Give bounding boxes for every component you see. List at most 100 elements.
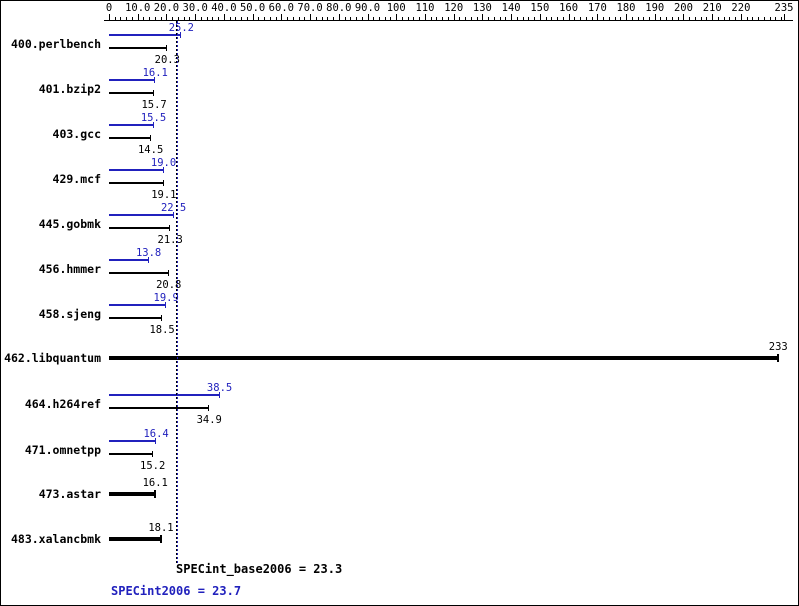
peak-summary-label: SPECint2006 = 23.7 <box>111 584 242 598</box>
peak-value-label: 19.9 <box>153 292 179 304</box>
base-bar <box>109 407 210 409</box>
benchmark-label: 464.h264ref <box>24 397 101 411</box>
axis-major-tick <box>568 14 570 21</box>
axis-minor-tick <box>350 17 352 21</box>
axis-minor-tick <box>292 17 294 21</box>
base-bar <box>109 272 169 274</box>
axis-minor-tick <box>643 17 645 21</box>
peak-value-label: 16.1 <box>142 67 168 79</box>
base-bar <box>109 537 161 541</box>
benchmark-label: 401.bzip2 <box>38 82 101 96</box>
axis-minor-tick <box>545 17 547 21</box>
axis-tick-label: 80.0 <box>326 2 352 14</box>
axis-tick-label: 10.0 <box>125 2 151 14</box>
axis-minor-tick <box>694 17 696 21</box>
axis-minor-tick <box>235 17 237 21</box>
axis-major-tick <box>424 14 426 21</box>
axis-minor-tick <box>120 17 122 21</box>
axis-minor-tick <box>689 17 691 21</box>
base-value-label: 233 <box>768 341 788 353</box>
axis-minor-tick <box>447 17 449 21</box>
axis-major-tick <box>511 14 513 21</box>
base-value-label: 20.8 <box>156 279 182 291</box>
axis-minor-tick <box>614 17 616 21</box>
peak-bar-end-cap <box>154 77 156 83</box>
benchmark-label: 456.hmmer <box>38 262 101 276</box>
axis-minor-tick <box>534 17 536 21</box>
base-mean-dotted-line <box>176 21 177 563</box>
base-bar-end-cap <box>159 535 162 543</box>
peak-bar <box>109 169 164 171</box>
axis-minor-tick <box>631 17 633 21</box>
base-value-label: 21.3 <box>157 234 183 246</box>
benchmark-label: 445.gobmk <box>38 217 101 231</box>
axis-minor-tick <box>763 17 765 21</box>
base-bar <box>109 317 163 319</box>
axis-minor-tick <box>620 17 622 21</box>
peak-value-label: 22.5 <box>160 202 187 214</box>
base-value-label: 18.5 <box>149 324 175 336</box>
axis-minor-tick <box>160 17 162 21</box>
peak-bar <box>109 214 174 216</box>
axis-minor-tick <box>677 17 679 21</box>
peak-bar-end-cap <box>147 257 149 263</box>
axis-minor-tick <box>189 17 191 21</box>
axis-minor-tick <box>752 17 754 21</box>
axis-minor-tick <box>671 17 673 21</box>
axis-tick-label: 90.0 <box>354 2 381 14</box>
benchmark-label: 471.omnetpp <box>24 443 101 457</box>
axis-major-tick <box>137 14 139 21</box>
base-value-label: 19.1 <box>151 189 177 201</box>
axis-minor-tick <box>241 17 243 21</box>
peak-value-label: 13.8 <box>135 247 162 259</box>
axis-minor-tick <box>608 17 610 21</box>
axis-minor-tick <box>470 17 472 21</box>
base-bar <box>109 47 168 49</box>
benchmark-label: 473.astar <box>38 487 101 501</box>
peak-bar-end-cap <box>218 392 220 398</box>
axis-minor-tick <box>143 17 145 21</box>
axis-tick-label: 160 <box>559 2 579 14</box>
peak-bar <box>109 34 182 36</box>
axis-minor-tick <box>666 17 668 21</box>
axis-major-tick <box>683 14 685 21</box>
peak-bar-end-cap <box>172 212 174 218</box>
axis-tick-label: 20.0 <box>153 2 180 14</box>
axis-major-tick <box>654 14 656 21</box>
axis-minor-tick <box>781 17 783 21</box>
peak-bar <box>109 79 156 81</box>
base-value-label: 34.9 <box>196 414 222 426</box>
axis-minor-tick <box>183 17 185 21</box>
peak-bar-end-cap <box>165 302 167 308</box>
peak-bar-end-cap <box>152 122 154 128</box>
axis-tick-label: 220 <box>731 2 751 14</box>
axis-minor-tick <box>287 17 289 21</box>
peak-bar-end-cap <box>180 32 182 38</box>
axis-minor-tick <box>177 17 179 21</box>
axis-minor-tick <box>580 17 582 21</box>
axis-minor-tick <box>723 17 725 21</box>
axis-minor-tick <box>114 17 116 21</box>
axis-minor-tick <box>401 17 403 21</box>
axis-minor-tick <box>729 17 731 21</box>
axis-minor-tick <box>476 17 478 21</box>
axis-minor-tick <box>304 17 306 21</box>
axis-tick-label: 200 <box>673 2 693 14</box>
axis-tick-label: 0 <box>105 2 113 14</box>
axis-major-tick <box>109 14 110 21</box>
axis-tick-label: 210 <box>702 2 722 14</box>
axis-minor-tick <box>528 17 530 21</box>
axis-major-tick <box>367 14 369 21</box>
axis-minor-tick <box>200 17 202 21</box>
base-bar <box>109 92 155 94</box>
axis-major-tick <box>482 14 484 21</box>
base-bar <box>109 182 164 184</box>
base-bar <box>109 227 171 229</box>
axis-minor-tick <box>775 17 777 21</box>
axis-major-tick <box>166 14 168 21</box>
base-bar-end-cap <box>162 180 164 186</box>
peak-bar <box>109 394 220 396</box>
axis-major-tick <box>252 14 254 21</box>
axis-minor-tick <box>493 17 495 21</box>
axis-minor-tick <box>430 17 432 21</box>
